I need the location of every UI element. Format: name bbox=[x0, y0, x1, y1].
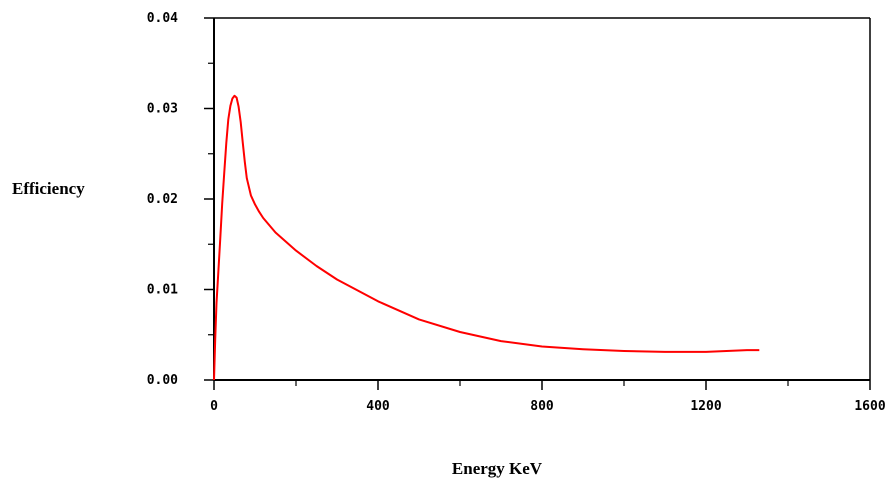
x-tick-label: 0 bbox=[210, 399, 218, 414]
series-layer bbox=[213, 94, 760, 381]
y-tick-label: 0.04 bbox=[147, 11, 178, 26]
y-tick-label: 0.00 bbox=[147, 373, 178, 388]
x-tick-label: 400 bbox=[366, 399, 390, 414]
x-tick-label: 800 bbox=[530, 399, 554, 414]
y-tick-label: 0.02 bbox=[147, 192, 178, 207]
series-line-0 bbox=[213, 94, 760, 381]
x-tick-label: 1600 bbox=[854, 399, 885, 414]
y-axis-label: Efficiency bbox=[12, 179, 85, 198]
x-tick-label: 1200 bbox=[690, 399, 721, 414]
x-axis-label: Energy KeV bbox=[452, 459, 543, 478]
y-tick-label: 0.03 bbox=[147, 102, 178, 117]
y-tick-label: 0.01 bbox=[147, 283, 178, 298]
axes: 0.00 0.01 0.02 0.03 0.04 0 400 800 1200 1600 bbox=[147, 11, 886, 414]
